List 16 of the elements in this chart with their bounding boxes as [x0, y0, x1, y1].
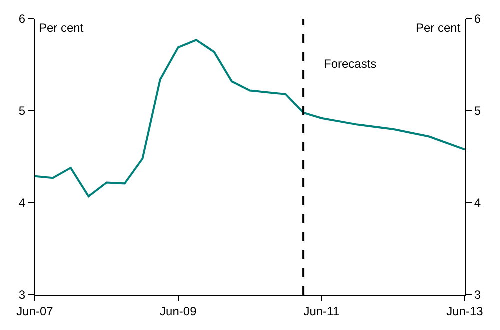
line-series: [35, 39, 465, 198]
y2-tick-label: 4: [474, 196, 482, 210]
annotation: Forecasts: [324, 57, 377, 71]
x-tick-label: Jun-07: [16, 304, 54, 318]
y2-tick-label: 3: [474, 288, 482, 302]
y-tick-label: 3: [18, 288, 26, 302]
y2-tick-label: 5: [474, 104, 482, 118]
y2-axis-title: Per cent: [416, 21, 462, 35]
x-tick-label: Jun-09: [160, 304, 198, 318]
y-tick-label: 5: [18, 104, 26, 118]
x-tick-label: Jun-13: [446, 304, 484, 318]
y-tick-label: 4: [18, 196, 26, 210]
x-tick-label: Jun-11: [304, 304, 340, 318]
y2-tick-label: 6: [474, 12, 482, 26]
y-tick-label: 6: [18, 12, 26, 26]
y-axis-title: Per cent: [39, 21, 84, 35]
